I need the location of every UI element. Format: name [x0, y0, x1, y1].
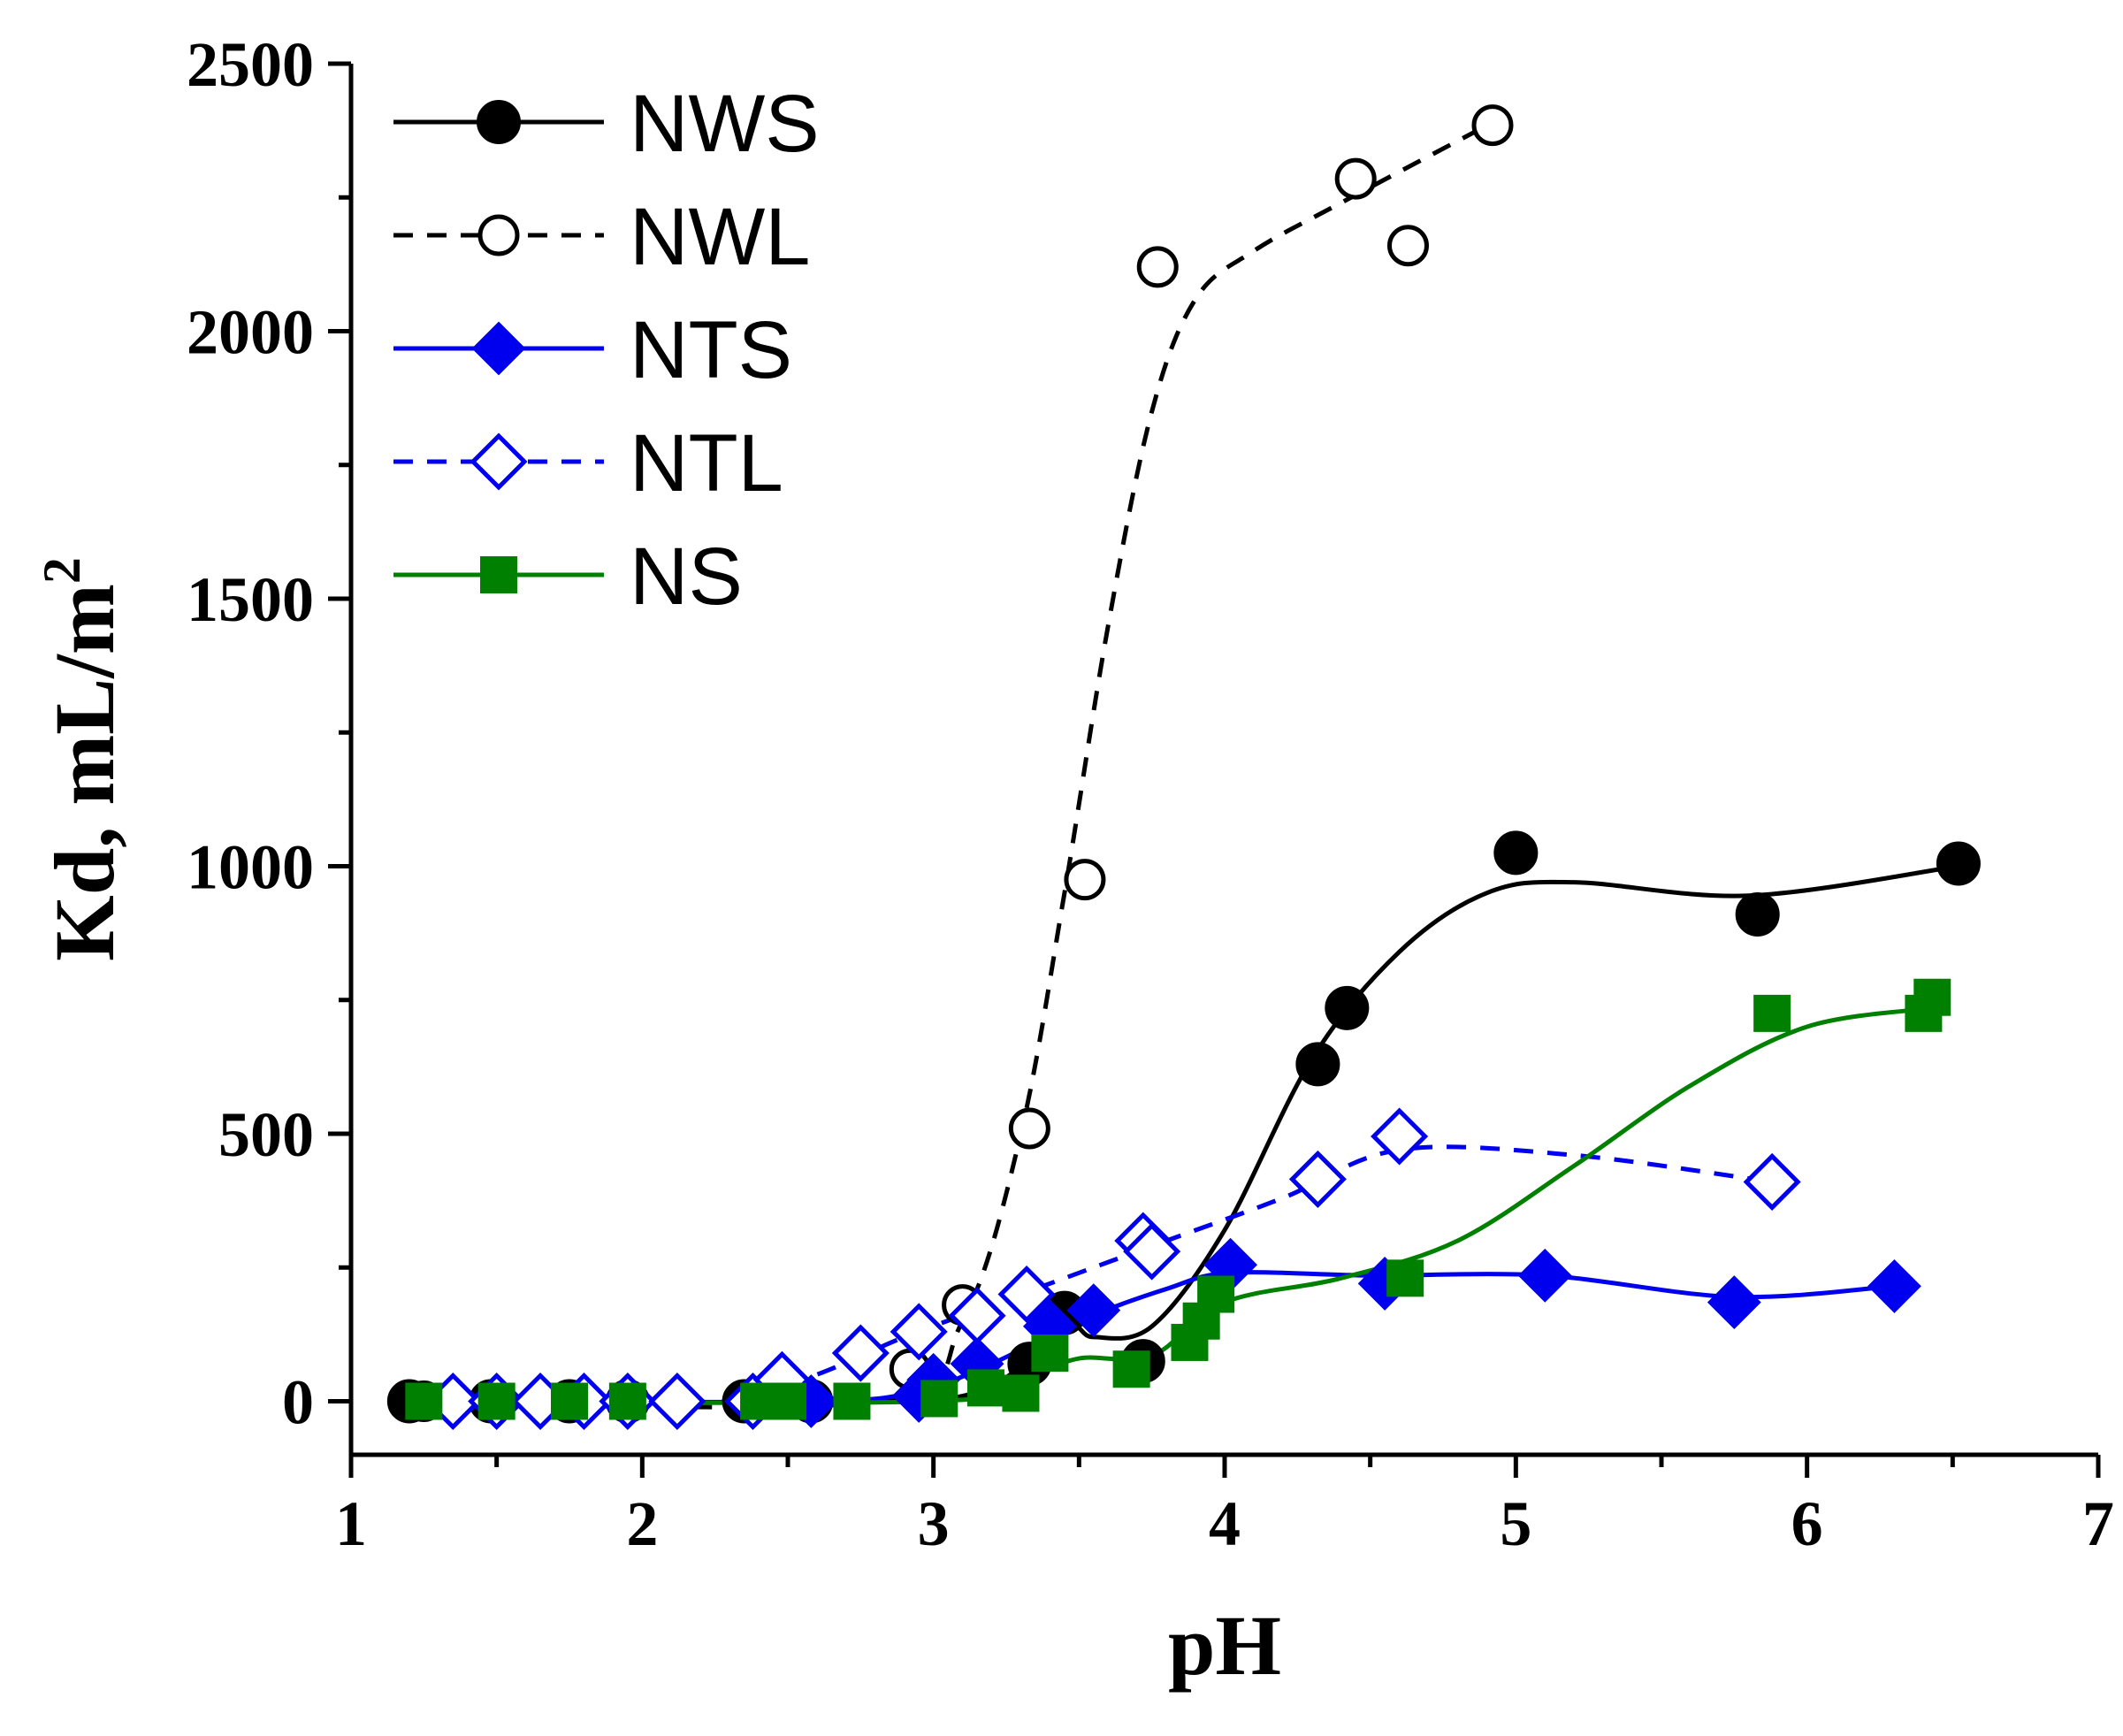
- y-axis-title-main: Kd, mL/m: [37, 584, 132, 961]
- series-nwl-point: [1064, 859, 1106, 901]
- legend-nts-marker: [471, 321, 526, 376]
- series-ntl-point: [1371, 1107, 1429, 1166]
- series-ns-point: [551, 1382, 588, 1420]
- series-ns-point: [405, 1382, 443, 1420]
- legend-nwl-label: NWL: [630, 192, 810, 282]
- series-nws-point: [1735, 891, 1780, 937]
- series-ntl-point: [997, 1265, 1056, 1324]
- y-tick-label: 2500: [187, 29, 314, 100]
- y-axis-title-superscript: 2: [33, 557, 91, 584]
- series-nws-point: [1295, 1042, 1340, 1087]
- series-nws-point: [1493, 830, 1539, 876]
- y-tick-label: 1500: [187, 564, 314, 635]
- y-tick-label: 0: [282, 1367, 314, 1438]
- series-ntl-point: [1743, 1152, 1801, 1211]
- series-ns-point: [608, 1382, 646, 1420]
- legend-ntl-marker: [470, 432, 528, 491]
- legend-nts-label: NTS: [630, 305, 792, 395]
- legend-ntl-label: NTL: [630, 418, 783, 509]
- series-ntl-point: [831, 1324, 890, 1382]
- legend-ns-marker: [480, 556, 517, 593]
- legend-nws-label: NWS: [630, 79, 820, 169]
- legend: NWS NWL NTS NTL NS: [393, 79, 820, 622]
- series-ns-point: [1112, 1350, 1150, 1388]
- series-ns-point: [1386, 1259, 1424, 1297]
- series-ns-point: [477, 1382, 515, 1420]
- series-ntl-point: [890, 1303, 948, 1361]
- series-nwl-point: [1136, 246, 1179, 288]
- y-axis-title: Kd, mL/m2: [33, 557, 132, 961]
- series-ns-point: [1031, 1335, 1069, 1373]
- series-ns-point: [833, 1382, 871, 1420]
- x-tick-label: 2: [626, 1488, 658, 1559]
- series-ntl-point: [1288, 1150, 1347, 1208]
- series-nws-point: [1936, 841, 1981, 886]
- y-tick-label: 1000: [187, 832, 314, 903]
- x-axis-title: pH: [1168, 1598, 1281, 1693]
- series-ns-point: [1913, 978, 1951, 1016]
- data-points: [386, 104, 1981, 1431]
- series-ns-point: [920, 1380, 958, 1418]
- x-tick-label: 4: [1209, 1488, 1241, 1559]
- legend-nwl-marker: [477, 214, 520, 256]
- series-nwl-point: [1334, 157, 1377, 200]
- series-ns-point: [1753, 994, 1791, 1032]
- series-nts-point: [1517, 1248, 1572, 1303]
- x-tick-label: 7: [2082, 1488, 2114, 1559]
- series-ntl-point: [1123, 1222, 1181, 1281]
- series-nts-point: [1707, 1275, 1761, 1329]
- x-tick-label: 3: [918, 1488, 950, 1559]
- series-ns-point: [966, 1369, 1004, 1407]
- series-nwl-point: [1008, 1107, 1050, 1150]
- series-ntl-point: [648, 1372, 706, 1431]
- legend-ns-label: NS: [630, 532, 743, 622]
- series-ntl-point: [948, 1287, 1006, 1345]
- series-ns-point: [1002, 1374, 1040, 1412]
- series-nts-point: [1867, 1259, 1921, 1313]
- y-tick-label: 2000: [187, 297, 314, 368]
- series-nts-point: [1066, 1283, 1121, 1338]
- series-nwl-point: [1471, 104, 1514, 147]
- y-tick-label: 500: [218, 1099, 314, 1170]
- series-ns-point: [1197, 1275, 1235, 1313]
- series-nws-point: [1325, 985, 1370, 1030]
- x-tick-label: 5: [1500, 1488, 1531, 1559]
- ticks: 1 2 3 4 5 6 7 0 500 1000 1500 2000 2500: [187, 29, 2114, 1559]
- series-nwl-point: [1386, 225, 1429, 267]
- series-ns-point: [769, 1382, 806, 1420]
- x-tick-label: 1: [335, 1488, 367, 1559]
- legend-nws-marker: [477, 100, 521, 144]
- x-tick-label: 6: [1791, 1488, 1823, 1559]
